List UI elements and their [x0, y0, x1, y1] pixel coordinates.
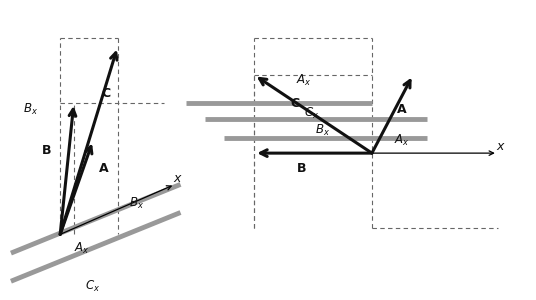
Text: $x$: $x$	[496, 140, 505, 153]
Text: $\mathbf{A}$: $\mathbf{A}$	[98, 162, 110, 175]
Text: $\mathbf{B}$: $\mathbf{B}$	[295, 162, 306, 175]
Text: $B_{x}$: $B_{x}$	[129, 196, 144, 211]
Text: $B_{x}$: $B_{x}$	[23, 102, 38, 117]
Text: $A_{x}$: $A_{x}$	[296, 72, 311, 88]
Text: $B_{x}$: $B_{x}$	[315, 122, 330, 137]
Text: $\mathbf{B}$: $\mathbf{B}$	[41, 143, 52, 157]
Text: $A_{x}$: $A_{x}$	[74, 241, 90, 256]
Text: $C_{x}$: $C_{x}$	[85, 279, 101, 294]
Text: $A_{x}$: $A_{x}$	[394, 133, 410, 148]
Text: $\mathbf{A}$: $\mathbf{A}$	[396, 103, 408, 116]
Text: $\mathbf{C}$: $\mathbf{C}$	[101, 87, 112, 100]
Text: $C_{x}$: $C_{x}$	[304, 106, 319, 121]
Text: $x$: $x$	[173, 172, 183, 184]
Text: $\mathbf{C}$: $\mathbf{C}$	[290, 97, 301, 110]
